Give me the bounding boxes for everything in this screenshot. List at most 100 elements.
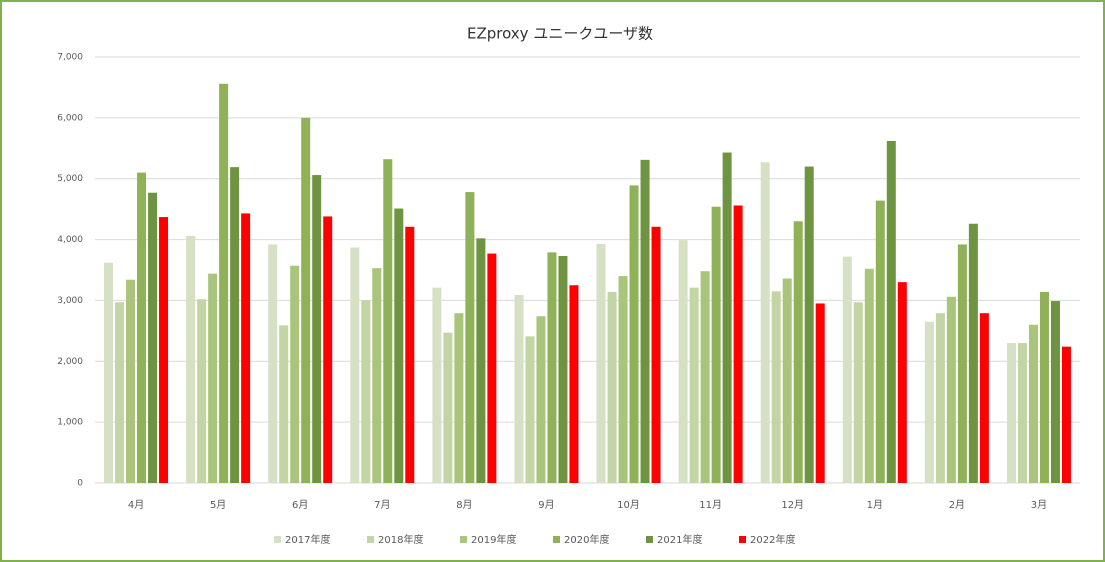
y-tick-label: 1,000 — [57, 418, 83, 428]
bar — [618, 276, 628, 483]
legend-label: 2018年度 — [378, 533, 423, 546]
bar — [159, 217, 169, 483]
bar — [689, 287, 699, 483]
bar — [946, 296, 956, 483]
bar — [793, 221, 803, 484]
bar — [1039, 291, 1049, 483]
bar — [432, 287, 442, 483]
bar — [219, 83, 229, 483]
bar — [547, 252, 557, 483]
bar — [979, 313, 989, 483]
bar — [640, 159, 650, 483]
legend-swatch — [460, 536, 467, 543]
x-tick-label: 8月 — [456, 499, 472, 511]
legend-swatch — [553, 536, 560, 543]
x-tick-label: 9月 — [538, 499, 554, 511]
chart-title: EZproxy ユニークユーザ数 — [467, 25, 653, 43]
x-tick-label: 2月 — [949, 499, 965, 511]
bar — [525, 336, 535, 483]
legend-label: 2019年度 — [471, 533, 516, 546]
y-tick-label: 0 — [77, 479, 83, 489]
legend-swatch — [274, 536, 281, 543]
bar — [104, 262, 114, 483]
bar — [722, 152, 732, 483]
bar — [394, 208, 404, 483]
bar — [596, 243, 606, 483]
bar — [208, 273, 218, 483]
bar — [312, 175, 322, 483]
bar — [760, 162, 770, 484]
bar — [842, 256, 852, 483]
legend-label: 2017年度 — [285, 533, 330, 546]
x-tick-label: 5月 — [210, 499, 226, 511]
legend-swatch — [739, 536, 746, 543]
x-tick-label: 11月 — [699, 499, 722, 511]
x-tick-label: 4月 — [128, 499, 144, 511]
x-tick-label: 10月 — [617, 499, 640, 511]
bar — [514, 294, 524, 483]
legend-label: 2022年度 — [750, 533, 795, 546]
bar — [935, 313, 945, 483]
bar — [629, 185, 639, 483]
bar — [815, 303, 825, 483]
bar — [383, 159, 393, 484]
bar — [968, 223, 978, 483]
bar — [443, 332, 453, 483]
legend-swatch — [646, 536, 653, 543]
y-tick-label: 6,000 — [57, 113, 83, 123]
bar — [678, 240, 688, 483]
bar — [230, 167, 240, 483]
bar — [126, 279, 136, 483]
bar — [361, 300, 371, 483]
bar — [301, 117, 311, 483]
bar — [864, 268, 874, 483]
bar — [241, 213, 251, 483]
x-tick-label: 3月 — [1031, 499, 1047, 511]
bar — [569, 285, 579, 483]
bar — [279, 325, 289, 483]
bar — [186, 235, 196, 483]
bar — [323, 216, 333, 483]
legend-label: 2020年度 — [564, 533, 609, 546]
bar — [782, 278, 792, 483]
bar — [290, 265, 300, 483]
bar — [957, 244, 967, 483]
bar — [924, 321, 934, 483]
bar — [197, 299, 207, 483]
bar — [454, 313, 464, 483]
bar — [897, 282, 907, 483]
x-tick-label: 1月 — [867, 499, 883, 511]
bar — [804, 166, 814, 484]
legend-swatch — [367, 536, 374, 543]
bar — [148, 192, 158, 483]
bar — [268, 244, 278, 483]
bar — [700, 271, 710, 483]
y-tick-label: 5,000 — [57, 174, 83, 184]
y-tick-label: 7,000 — [57, 53, 83, 63]
bar — [465, 192, 475, 484]
x-tick-label: 12月 — [781, 499, 804, 511]
bar — [350, 247, 360, 483]
bar — [1006, 343, 1016, 483]
bar — [536, 316, 546, 483]
bar — [733, 205, 743, 483]
bar — [1050, 301, 1060, 483]
bar — [558, 256, 568, 483]
bar — [711, 206, 721, 484]
bar — [476, 238, 486, 483]
y-tick-label: 2,000 — [57, 357, 83, 367]
bar — [115, 302, 125, 483]
bar — [771, 291, 781, 483]
bar — [137, 172, 147, 483]
bar — [405, 226, 415, 483]
bar — [487, 253, 497, 483]
bar — [372, 268, 382, 483]
x-tick-label: 7月 — [374, 499, 390, 511]
bar — [607, 291, 617, 483]
bar — [651, 226, 661, 483]
x-tick-label: 6月 — [292, 499, 308, 511]
y-tick-label: 3,000 — [57, 296, 83, 306]
bar — [875, 200, 885, 483]
bar — [1028, 324, 1038, 483]
